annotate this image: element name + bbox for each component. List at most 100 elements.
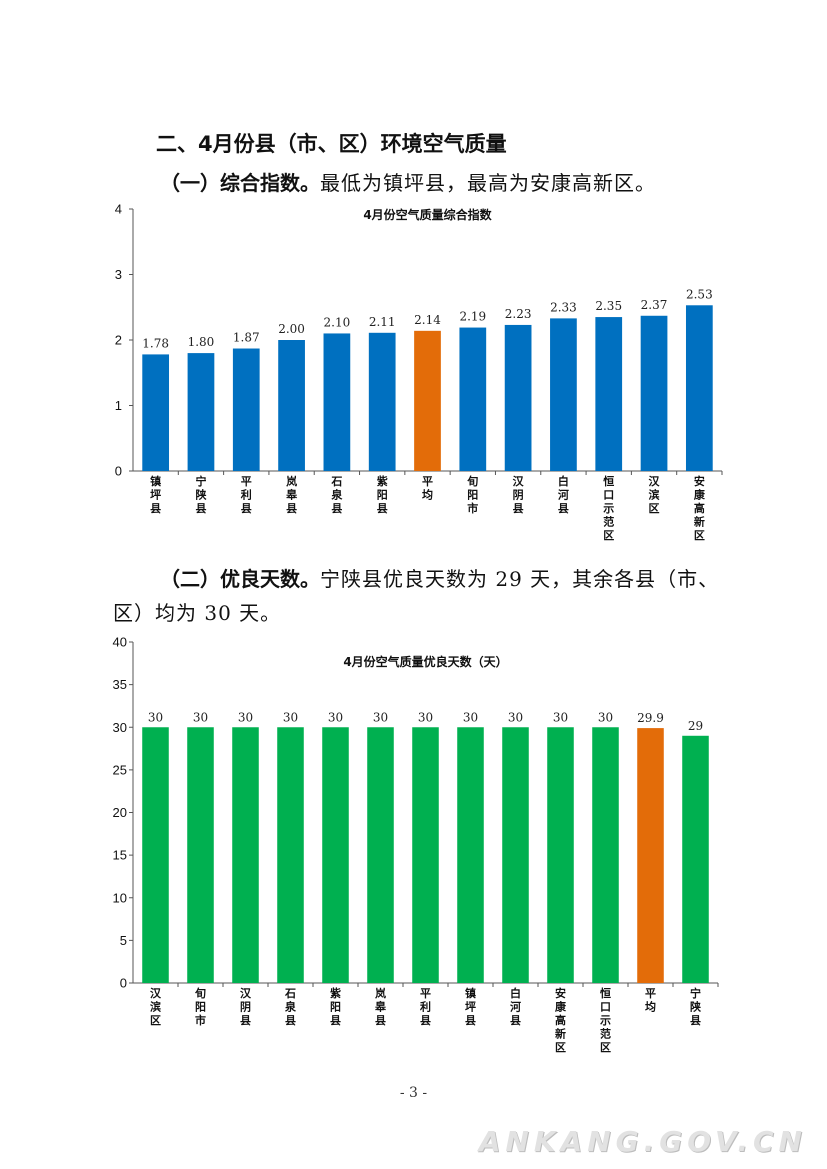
category-char: 利 (241, 488, 252, 502)
category-char: 县 (510, 1014, 521, 1027)
category-char: 县 (150, 502, 161, 515)
paragraph-text: 最低为镇坪县，最高为安康高新区。 (320, 171, 656, 195)
data-label: 30 (553, 710, 568, 724)
category-label: 汉阴县 (513, 474, 525, 515)
category-char: 县 (285, 1014, 296, 1027)
paragraph-composite-index: （一）综合指数。最低为镇坪县，最高为安康高新区。 (160, 167, 656, 196)
category-char: 康 (694, 488, 706, 502)
category-label: 岚皋县 (286, 474, 298, 515)
category-char: 县 (331, 502, 342, 515)
category-char: 县 (377, 502, 388, 515)
data-label: 1.80 (188, 335, 215, 349)
y-tick-label: 30 (113, 720, 127, 735)
good-days-chart: 0 5 10 15 20 25 30 35 40 4月份空气质量优良天数（天） 30 汉滨区 30 旬阳市… (113, 635, 719, 1054)
bar (457, 727, 484, 983)
category-label: 宁陕县 (690, 986, 701, 1027)
data-label: 2.14 (414, 313, 441, 327)
y-tick-label: 20 (113, 805, 127, 820)
category-char: 河 (558, 488, 569, 502)
category-char: 新 (555, 1027, 566, 1041)
y-tick-label: 2 (115, 333, 122, 348)
bar (637, 728, 664, 983)
paragraph-lead: （一）综合指数。 (160, 171, 320, 195)
bar (595, 317, 623, 471)
bar (232, 727, 259, 983)
category-label: 紫阳县 (330, 986, 341, 1027)
category-char: 阳 (195, 1000, 206, 1014)
bar (459, 327, 487, 471)
category-char: 泉 (330, 488, 343, 502)
data-label: 2.33 (550, 300, 577, 314)
category-char: 阳 (377, 488, 388, 502)
chart-title: 4月份空气质量综合指数 (363, 207, 492, 222)
category-char: 县 (513, 502, 524, 515)
category-char: 康 (555, 1000, 567, 1014)
category-label: 安康高新区 (555, 986, 567, 1054)
data-label: 2.00 (278, 322, 305, 336)
category-label: 平利县 (241, 475, 252, 515)
data-label: 2.35 (595, 299, 622, 313)
bar (187, 353, 215, 471)
y-tick-label: 25 (113, 762, 127, 777)
paragraph-lead: （二）优良天数。 (160, 567, 320, 591)
category-char: 县 (558, 502, 569, 515)
composite-index-chart: 0 1 2 3 4 4月份空气质量综合指数 1.78 镇坪县 1.80 宁陕县 1.87 平利县 2.0… (115, 202, 723, 542)
category-char: 石 (330, 475, 342, 488)
category-char: 区 (555, 1041, 566, 1054)
y-tick-label: 40 (113, 635, 127, 650)
category-char: 阳 (467, 488, 478, 502)
category-char: 平 (420, 987, 431, 1000)
bar (323, 333, 351, 471)
category-char: 市 (195, 1013, 206, 1027)
category-char: 坪 (465, 1001, 476, 1014)
category-label: 平利县 (420, 987, 431, 1027)
category-label: 石泉县 (330, 475, 343, 515)
bar (187, 727, 214, 983)
bar (277, 727, 304, 983)
bar (685, 305, 713, 471)
bar (504, 324, 532, 471)
data-label: 30 (373, 710, 388, 724)
bar (368, 332, 396, 471)
data-label: 30 (148, 710, 163, 724)
category-label: 镇坪县 (150, 474, 161, 515)
y-tick-label: 35 (113, 677, 127, 692)
category-char: 岚 (375, 986, 386, 1000)
category-label: 镇坪县 (465, 986, 476, 1027)
data-label: 2.23 (505, 307, 532, 321)
category-char: 区 (694, 529, 705, 542)
category-label: 白河县 (558, 474, 569, 515)
category-char: 口 (603, 489, 614, 502)
category-char: 高 (555, 1013, 566, 1027)
category-char: 紫 (377, 474, 388, 488)
category-char: 县 (420, 1014, 431, 1027)
data-label: 2.19 (459, 310, 486, 324)
page-number: - 3 - (399, 1085, 428, 1101)
category-char: 旬 (466, 474, 478, 488)
category-label: 汉滨区 (150, 986, 162, 1027)
data-label: 30 (463, 710, 478, 724)
data-label: 30 (193, 710, 208, 724)
category-label: 旬阳市 (466, 474, 478, 515)
category-char: 县 (465, 1014, 476, 1027)
category-char: 宁 (195, 474, 206, 488)
category-char: 石 (284, 987, 296, 1000)
category-char: 均 (645, 1000, 656, 1014)
bar (592, 727, 619, 983)
y-tick-label: 4 (115, 202, 122, 217)
paragraph-good-days: （二）优良天数。宁陕县优良天数为 29 天，其余各县（市、 (160, 563, 719, 592)
data-label: 30 (598, 710, 613, 724)
category-char: 汉 (240, 986, 252, 1000)
category-char: 区 (600, 1041, 611, 1054)
data-label: 2.37 (641, 298, 668, 312)
category-char: 宁 (690, 986, 701, 1000)
category-label: 宁陕县 (195, 474, 206, 515)
bar (414, 330, 441, 471)
category-char: 汉 (649, 474, 661, 488)
category-char: 县 (286, 502, 297, 515)
category-char: 县 (690, 1014, 701, 1027)
category-char: 县 (195, 502, 206, 515)
bar (142, 727, 169, 983)
data-label: 30 (283, 710, 298, 724)
category-char: 皋 (375, 1000, 387, 1014)
